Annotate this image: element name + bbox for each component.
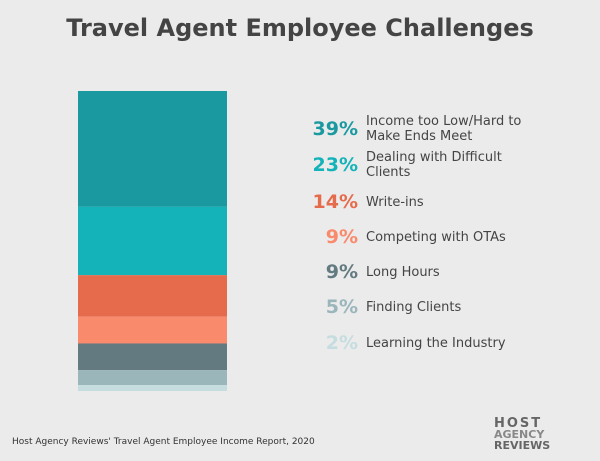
legend-row: 2% Learning the Industry xyxy=(290,328,536,358)
logo-text: HOST xyxy=(494,416,543,431)
bar-segment xyxy=(78,91,227,207)
legend-row: 9% Long Hours xyxy=(290,257,536,287)
legend-label: Long Hours xyxy=(366,264,440,280)
value-label: 14% xyxy=(312,191,358,213)
logo-text: REVIEWS xyxy=(494,439,551,452)
legend-row: 14% Write-ins xyxy=(290,187,536,217)
bar-segment xyxy=(78,370,227,386)
bar-segment xyxy=(78,316,227,344)
legend-label: Dealing with Difficult Clients xyxy=(366,150,502,180)
value-label: 9% xyxy=(325,226,358,248)
value-label: 5% xyxy=(325,296,358,318)
value-label: 39% xyxy=(312,118,358,140)
legend-row: 39% Income too Low/Hard to Make Ends Meet xyxy=(290,114,536,144)
legend-label: Learning the Industry xyxy=(366,335,506,351)
legend-row: 9% Competing with OTAs xyxy=(290,222,536,252)
bar-segment xyxy=(78,343,227,371)
value-label: 9% xyxy=(325,261,358,283)
legend-label: Competing with OTAs xyxy=(366,229,506,245)
legend-label: Write-ins xyxy=(366,194,424,210)
source: Host Agency Reviews' Travel Agent Employ… xyxy=(12,437,315,447)
legend-label: Income too Low/Hard to Make Ends Meet xyxy=(366,114,522,144)
value-label: 2% xyxy=(325,332,358,354)
value-label: 23% xyxy=(312,154,358,176)
chart-title: Travel Agent Employee Challenges xyxy=(66,14,534,42)
logo: HOST AGENCY REVIEWS xyxy=(494,416,551,452)
bar-segment xyxy=(78,206,227,276)
bar-segment xyxy=(78,275,227,317)
bar-segment xyxy=(78,385,227,391)
legend-row: 5% Finding Clients xyxy=(290,292,536,322)
logo-text: AGENCY xyxy=(494,428,545,441)
legend-row: 23% Dealing with Difficult Clients xyxy=(290,150,536,180)
legend-label: Finding Clients xyxy=(366,299,462,315)
